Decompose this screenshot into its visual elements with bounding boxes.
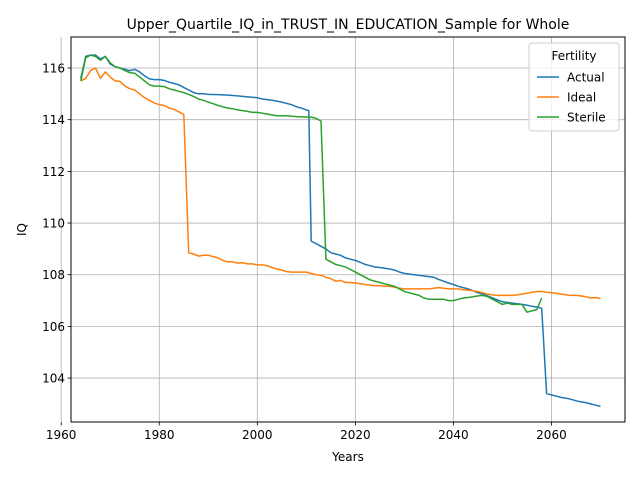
x-tick-label: 2000 [242,428,273,442]
x-tick-label: 1960 [46,428,77,442]
legend-box [528,42,620,132]
legend-label-ideal: Ideal [567,91,596,105]
legend-label-sterile: Sterile [567,111,606,125]
x-tick-label: 2040 [438,428,469,442]
y-tick-label: 104 [42,372,65,386]
y-tick-label: 108 [42,268,65,282]
x-tick-label: 2020 [340,428,371,442]
y-tick-label: 112 [42,165,65,179]
legend-title: Fertility [551,49,596,63]
y-tick-label: 106 [42,320,65,334]
plot-frame [70,36,626,423]
x-tick-label: 2060 [536,428,567,442]
y-axis-ticks: 104 106 108 110 112 114 116 [42,62,71,386]
y-tick-label: 114 [42,113,65,127]
legend: Fertility Actual Ideal Sterile [528,42,620,132]
x-tick-label: 1980 [144,428,175,442]
legend-items: Actual Ideal Sterile [537,71,606,125]
y-axis-label: IQ [15,223,29,236]
chart-title: Upper_Quartile_IQ_in_TRUST_IN_EDUCATION_… [127,17,570,33]
series-lines [80,54,601,408]
y-tick-label: 116 [42,62,65,76]
grid-lines [60,37,625,422]
x-axis-ticks: 1960 1980 2000 2020 2040 2060 [46,422,567,442]
series-line-actual [80,54,601,408]
series-line-sterile [80,54,543,313]
series-line-ideal [80,67,601,300]
x-axis-label: Years [331,450,364,464]
legend-label-actual: Actual [567,71,605,85]
y-tick-label: 110 [42,217,65,231]
